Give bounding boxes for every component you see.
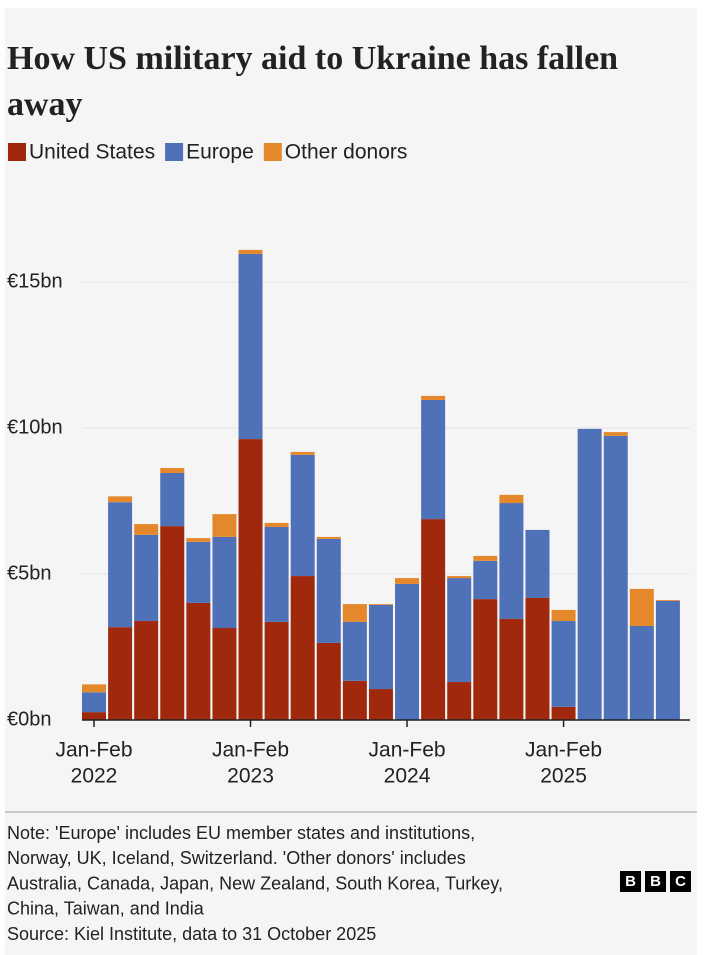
bar-segment [186, 541, 211, 603]
bar-segment [525, 529, 550, 598]
bar-segment [525, 597, 550, 720]
bar-segment [212, 628, 237, 720]
bar-segment [212, 514, 237, 537]
bar-segment [551, 609, 576, 622]
bar-segment [342, 604, 367, 622]
bar-segment [316, 536, 341, 539]
bar-segment [629, 588, 654, 626]
logo-letter: B [625, 873, 636, 890]
bar-segment [134, 524, 159, 535]
bar-segment [655, 600, 680, 720]
note: Norway, UK, Iceland, Switzerland. 'Other… [7, 848, 466, 868]
x-tick-label: 2025 [540, 765, 587, 788]
logo-box [620, 871, 641, 892]
bar-segment [134, 534, 159, 622]
x-tick-label: 2022 [71, 765, 118, 788]
bar-segment [473, 599, 498, 720]
bar-segment [342, 680, 367, 720]
bar-segment [368, 604, 393, 605]
bar-segment [473, 555, 498, 561]
bar-segment [238, 253, 263, 440]
bar-segment [342, 621, 367, 681]
y-tick-label: €5bn [7, 562, 52, 584]
y-tick-label: €0bn [7, 708, 52, 730]
logo-box [645, 871, 666, 892]
bar-segment [603, 435, 628, 720]
bar-segment [421, 519, 446, 720]
y-tick-label: €10bn [7, 416, 63, 438]
bar-segment [290, 451, 315, 455]
legend-swatch [263, 143, 282, 161]
legend-label: Other donors [285, 141, 408, 164]
logo-letter: C [675, 873, 686, 890]
chart-title: How US military aid to Ukraine has falle… [7, 40, 619, 123]
bar-segment [212, 536, 237, 629]
bar-segment [186, 602, 211, 720]
bar-segment [160, 468, 185, 473]
note: Note: 'Europe' includes EU member states… [7, 823, 475, 843]
bar-segment [629, 625, 654, 720]
legend-label: United States [29, 141, 155, 164]
legend-swatch [165, 143, 184, 161]
bar-segment [290, 576, 315, 720]
bar-segment [603, 432, 628, 436]
bar-segment [108, 502, 133, 628]
bar-segment [655, 599, 680, 601]
bar-segment [447, 576, 472, 579]
x-tick-label: Jan-Feb [369, 739, 446, 762]
bar-segment [82, 684, 106, 693]
bar-segment [395, 578, 420, 584]
x-tick-label: Jan-Feb [212, 739, 289, 762]
bar-segment [316, 538, 341, 643]
legend-label: Europe [186, 141, 254, 164]
bar-segment [368, 604, 393, 690]
bar-segment [134, 621, 159, 720]
x-tick-label: 2024 [384, 765, 431, 788]
bar-segment [447, 578, 472, 683]
bar-segment [108, 496, 133, 503]
bar-segment [290, 454, 315, 577]
x-tick-label: Jan-Feb [525, 739, 602, 762]
bar-segment [316, 642, 341, 720]
bar-segment [264, 526, 289, 622]
logo-letter: B [650, 873, 661, 890]
x-tick-label: 2023 [227, 765, 274, 788]
bar-segment [447, 682, 472, 720]
bar-segment [238, 249, 263, 254]
logo-box [670, 871, 691, 892]
note: Australia, Canada, Japan, New Zealand, S… [7, 873, 503, 893]
bar-segment [108, 627, 133, 720]
x-tick-label: Jan-Feb [55, 739, 132, 762]
bar-segment [499, 494, 524, 504]
bar-segment [82, 692, 106, 713]
bar-segment [82, 712, 106, 720]
bar-segment [499, 503, 524, 619]
bar-segment [395, 583, 420, 720]
bar-segment [160, 472, 185, 527]
bar-segment [186, 538, 211, 542]
y-tick-label: €15bn [7, 270, 63, 292]
bar-segment [264, 522, 289, 527]
legend-swatch [8, 143, 26, 161]
note: China, Taiwan, and India [7, 899, 205, 919]
source: Source: Kiel Institute, data to 31 Octob… [7, 924, 376, 944]
bar-segment [551, 706, 576, 720]
bar-segment [368, 689, 393, 720]
bar-segment [238, 439, 263, 720]
bar-segment [499, 618, 524, 720]
bar-segment [577, 428, 602, 720]
bar-segment [421, 395, 446, 400]
bar-segment [421, 399, 446, 520]
bar-segment [160, 526, 185, 720]
bar-segment [473, 560, 498, 600]
bar-segment [264, 621, 289, 720]
bar-segment [551, 621, 576, 707]
